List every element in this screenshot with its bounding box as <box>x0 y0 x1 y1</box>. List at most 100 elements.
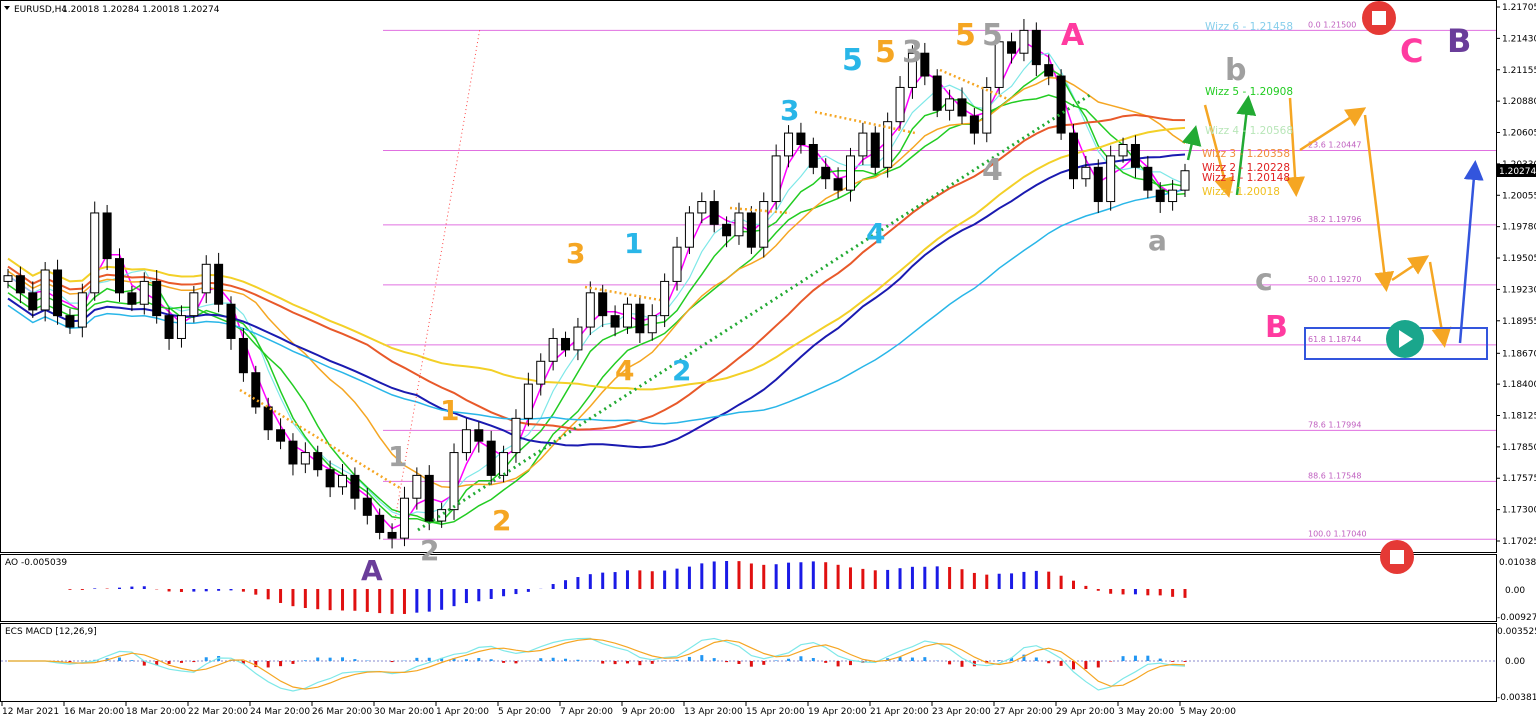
wave-5-orange-a: 5 <box>875 35 896 70</box>
candle-body <box>399 497 409 539</box>
trendlines <box>239 27 1091 532</box>
ao-tick-top: 0.010384 <box>1499 558 1536 568</box>
arrow-green-up-2 <box>1235 95 1257 196</box>
wizz-6-label: Wizz 6 - 1.21458 <box>1205 21 1293 33</box>
stop-button-top[interactable] <box>1362 1 1396 35</box>
arrow-orange-6 <box>1428 261 1452 348</box>
price-tick-label: 1.18125 <box>1502 411 1536 421</box>
date-tick-label: 23 Apr 20:00 <box>932 707 991 717</box>
candle-body <box>808 143 818 168</box>
date-tick-label: 29 Apr 20:00 <box>1056 707 1115 717</box>
price-tick-label: 1.19230 <box>1502 285 1536 295</box>
play-button[interactable] <box>1386 320 1424 358</box>
candle-body <box>895 86 905 123</box>
candle-body <box>276 429 286 442</box>
candle-body <box>622 303 632 328</box>
price-tick-label: 1.21155 <box>1502 66 1536 76</box>
candle-body <box>288 440 298 465</box>
date-tick-label: 7 Apr 20:00 <box>560 707 613 717</box>
candle-body <box>511 417 521 454</box>
price-tick-label: 1.20880 <box>1502 97 1536 107</box>
date-tick-label: 22 Mar 20:00 <box>188 707 248 717</box>
wave-3-blue: 3 <box>780 94 799 127</box>
date-tick-label: 1 Apr 20:00 <box>436 707 489 717</box>
arrow-orange-3 <box>1299 107 1367 152</box>
candle-body <box>883 121 893 168</box>
wizz-2-label: Wizz 2 - 1.20228 <box>1202 162 1290 174</box>
candle-body <box>598 292 608 317</box>
fib-level-label: 100.0 1.17040 <box>1308 529 1367 538</box>
macd-tick-zero: 0.00 <box>1505 657 1525 667</box>
date-tick-label: 13 Apr 20:00 <box>684 707 743 717</box>
candle-body <box>1130 143 1140 168</box>
candle-body <box>251 372 261 408</box>
wave-4-blue: 4 <box>866 217 885 250</box>
candle-body <box>759 201 769 248</box>
candle-body <box>573 326 583 351</box>
candle-body <box>1007 41 1017 54</box>
arrow-orange-2 <box>1285 97 1306 197</box>
price-tick-label: 1.19505 <box>1502 254 1536 264</box>
arrow-blue-up <box>1458 160 1484 344</box>
fib-level-label: 61.8 1.18744 <box>1308 335 1361 344</box>
candle-body <box>15 275 25 294</box>
date-tick-label: 19 Apr 20:00 <box>808 707 867 717</box>
macd-tick-bottom: -0.003815 <box>1497 693 1536 703</box>
candle-body <box>313 452 323 471</box>
price-tick-label: 1.19780 <box>1502 223 1536 233</box>
fibonacci-levels: 0.0 1.21500 23.6 1.20447 38.2 1.19796 50.0 … <box>383 20 1496 540</box>
candle-body <box>102 212 112 260</box>
wave-5-blue: 5 <box>842 43 863 78</box>
price-tick-label: 1.17575 <box>1502 474 1536 484</box>
candle-body <box>1081 166 1091 180</box>
wave-b-gray: b <box>1225 53 1246 88</box>
wave-2-blue: 2 <box>672 354 691 387</box>
trendline-red-dotted <box>394 27 481 521</box>
candle-body <box>660 280 670 317</box>
wave-3-orange: 3 <box>566 237 585 270</box>
candle-body <box>325 469 335 488</box>
date-tick-label: 21 Apr 20:00 <box>870 707 929 717</box>
wave-c-gray: c <box>1255 263 1273 298</box>
price-tick-label: 1.17850 <box>1502 443 1536 453</box>
candle-body <box>945 98 955 111</box>
macd-axis: 0.0035257 0.00 -0.003815 <box>1497 627 1536 703</box>
arrow-green-up-1 <box>1181 125 1202 161</box>
wave-1-gray: 1 <box>388 440 407 473</box>
candle-body <box>709 201 719 225</box>
candle-body <box>1068 132 1078 180</box>
candle-body <box>1044 64 1054 77</box>
candle-body <box>647 315 657 334</box>
candlestick-series <box>3 18 1190 549</box>
wave-A-top: A <box>1061 18 1085 53</box>
wave-B-pink: B <box>1265 310 1288 345</box>
date-tick-label: 3 May 20:00 <box>1118 707 1174 717</box>
candle-body <box>152 280 162 317</box>
candle-body <box>1031 29 1041 66</box>
stop-button-bottom[interactable] <box>1380 540 1414 574</box>
candle-body <box>1180 170 1190 191</box>
candle-body <box>127 292 137 305</box>
date-tick-label: 16 Mar 20:00 <box>64 707 124 717</box>
wave-a-gray: a <box>1148 224 1167 257</box>
candle-body <box>338 474 348 488</box>
macd-tick-top: 0.0035257 <box>1497 627 1536 637</box>
ao-panel-frame <box>0 554 1497 622</box>
ohlc-label: 1.20018 1.20284 1.20018 1.20274 <box>62 5 220 15</box>
date-tick-label: 5 Apr 20:00 <box>498 707 551 717</box>
candle-body <box>1168 189 1178 203</box>
candle-body <box>858 132 868 157</box>
candle-body <box>65 315 75 328</box>
fib-level-label: 88.6 1.17548 <box>1308 471 1361 480</box>
candle-body <box>784 132 794 157</box>
candle-body <box>3 275 13 282</box>
candle-body <box>1019 29 1029 54</box>
price-tick-label: 1.18955 <box>1502 317 1536 327</box>
candle-body <box>1106 155 1116 203</box>
trendline-orange-3 <box>814 110 916 135</box>
price-tick-label: 1.20605 <box>1502 129 1536 139</box>
moving-average-line <box>7 188 1186 425</box>
candle-body <box>1155 189 1165 203</box>
wizz-1-label: Wizz 1 - 1.20148 <box>1202 172 1290 184</box>
